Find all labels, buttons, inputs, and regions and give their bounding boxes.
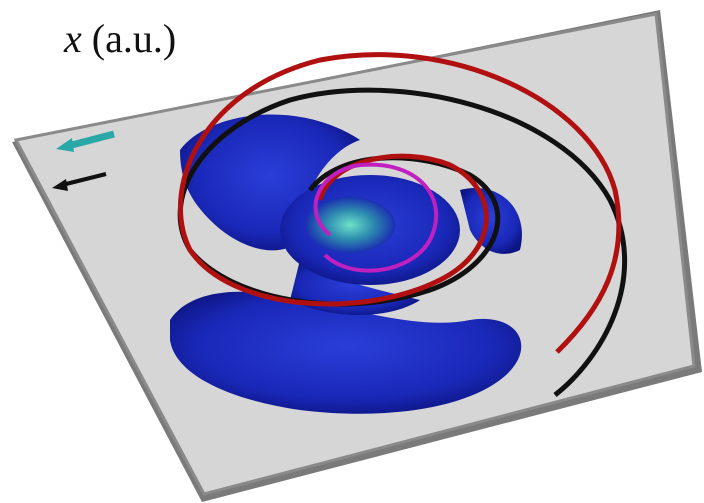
visualization: x(a.u.) [0, 0, 704, 503]
core [305, 197, 395, 253]
axis-unit: (a.u.) [92, 16, 176, 61]
axis-label: x(a.u.) [63, 16, 176, 61]
axis-symbol: x [63, 16, 82, 61]
